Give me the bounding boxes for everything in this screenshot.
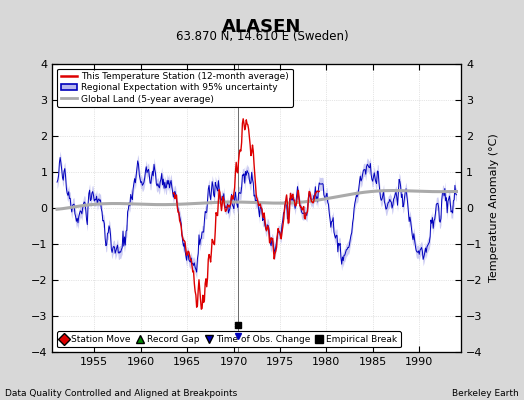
Y-axis label: Temperature Anomaly (°C): Temperature Anomaly (°C) bbox=[489, 134, 499, 282]
Legend: Station Move, Record Gap, Time of Obs. Change, Empirical Break: Station Move, Record Gap, Time of Obs. C… bbox=[57, 331, 401, 348]
Text: ALASEN: ALASEN bbox=[222, 18, 302, 36]
Text: Berkeley Earth: Berkeley Earth bbox=[452, 389, 519, 398]
Text: 63.870 N, 14.610 E (Sweden): 63.870 N, 14.610 E (Sweden) bbox=[176, 30, 348, 43]
Text: Data Quality Controlled and Aligned at Breakpoints: Data Quality Controlled and Aligned at B… bbox=[5, 389, 237, 398]
